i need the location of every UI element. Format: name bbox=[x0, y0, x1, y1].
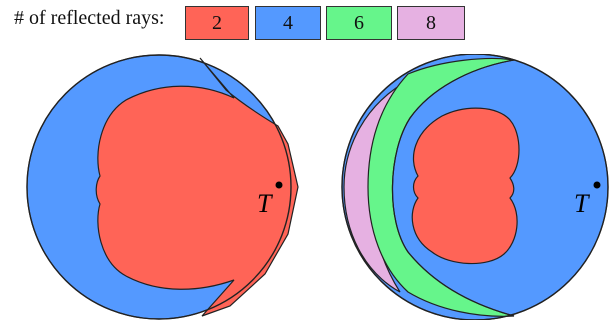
target-label: T bbox=[574, 189, 590, 218]
left-circle-diagram: T bbox=[26, 54, 299, 320]
legend-title: # of reflected rays: bbox=[14, 7, 165, 29]
legend-swatch-6: 6 bbox=[326, 6, 392, 40]
legend-swatch-4: 4 bbox=[255, 6, 321, 40]
boundary-circle bbox=[341, 54, 609, 320]
right-circle-diagram: T bbox=[341, 54, 609, 320]
region-2-rays bbox=[411, 107, 520, 265]
band-boundary bbox=[391, 59, 515, 317]
region-2-rays bbox=[95, 57, 299, 317]
target-label: T bbox=[257, 189, 273, 218]
boundary-circle bbox=[26, 54, 292, 320]
legend-swatch-8: 8 bbox=[397, 6, 465, 40]
target-point bbox=[593, 181, 601, 189]
legend-swatch-2: 2 bbox=[185, 6, 249, 40]
target-point bbox=[275, 181, 283, 189]
